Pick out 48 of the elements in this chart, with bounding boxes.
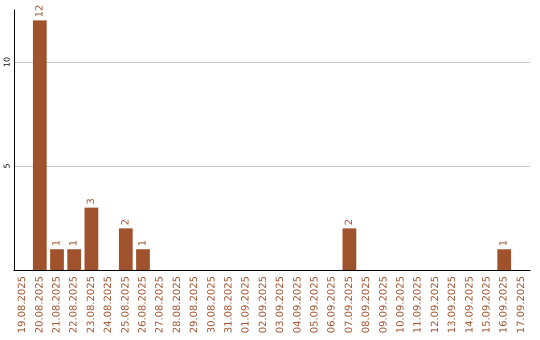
x-tick-label: 22.08.2025 xyxy=(68,276,80,334)
x-tick-label: 01.09.2025 xyxy=(240,276,252,334)
bar xyxy=(497,249,512,270)
x-tick-label: 15.09.2025 xyxy=(482,276,492,334)
data-label: 1 xyxy=(68,240,80,246)
bar xyxy=(136,249,150,270)
x-tick-label: 05.09.2025 xyxy=(310,276,320,334)
x-tick-label: 09.09.2025 xyxy=(378,276,390,334)
x-tick-label: 11.09.2025 xyxy=(412,276,424,334)
bar xyxy=(50,249,64,270)
x-tick-label: 12.09.2025 xyxy=(430,276,441,334)
x-tick-label: 20.08.2025 xyxy=(34,276,46,334)
bar xyxy=(84,208,98,270)
y-tick-label: 5 xyxy=(2,163,12,169)
bar xyxy=(32,20,47,270)
data-label: 2 xyxy=(344,219,355,226)
data-label: 12 xyxy=(34,4,46,18)
x-tick-label: 02.09.2025 xyxy=(258,276,269,334)
x-tick-label: 14.09.2025 xyxy=(464,276,476,334)
data-label: 1 xyxy=(52,240,62,246)
data-label: 1 xyxy=(498,240,510,246)
bar xyxy=(67,249,82,270)
bar xyxy=(342,228,356,270)
x-tick-label: 24.08.2025 xyxy=(103,276,114,334)
y-tick-label: 10 xyxy=(2,56,12,68)
bar xyxy=(118,228,133,270)
x-tick-label: 13.09.2025 xyxy=(447,276,458,334)
x-tick-label: 17.09.2025 xyxy=(516,276,527,334)
data-label: 1 xyxy=(138,240,148,246)
x-tick-label: 28.08.2025 xyxy=(172,276,183,334)
x-tick-label: 29.08.2025 xyxy=(189,276,200,334)
x-tick-label: 30.08.2025 xyxy=(206,276,218,334)
x-tick-label: 21.08.2025 xyxy=(52,276,62,334)
x-tick-label: 08.09.2025 xyxy=(361,276,372,334)
x-tick-label: 03.09.2025 xyxy=(275,276,286,334)
x-tick-label: 19.08.2025 xyxy=(17,276,28,334)
x-tick-label: 06.09.2025 xyxy=(326,276,338,334)
data-label: 3 xyxy=(86,198,97,205)
x-tick-label: 25.08.2025 xyxy=(120,276,132,334)
x-tick-label: 04.09.2025 xyxy=(292,276,304,334)
x-tick-label: 31.08.2025 xyxy=(224,276,234,334)
x-tick-label: 16.09.2025 xyxy=(498,276,510,334)
x-tick-label: 23.08.2025 xyxy=(86,276,97,334)
data-label: 2 xyxy=(120,219,132,226)
x-tick-label: 07.09.2025 xyxy=(344,276,355,334)
x-tick-label: 26.08.2025 xyxy=(138,276,148,334)
x-tick-label: 10.09.2025 xyxy=(396,276,406,334)
x-tick-label: 27.08.2025 xyxy=(154,276,166,334)
